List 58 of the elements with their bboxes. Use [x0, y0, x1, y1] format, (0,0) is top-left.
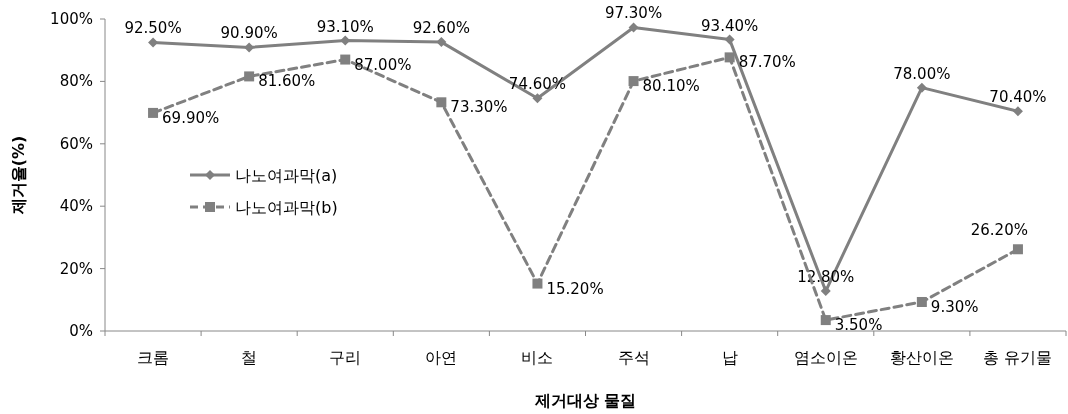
data-label: 73.30% — [450, 98, 508, 117]
data-label: 9.30% — [930, 297, 979, 316]
data-label: 69.90% — [162, 108, 220, 127]
data-label: 90.90% — [220, 24, 278, 43]
data-label: 87.00% — [354, 55, 412, 74]
point — [628, 22, 639, 33]
data-label: 80.10% — [642, 77, 700, 96]
point — [1012, 106, 1023, 117]
x-tick-label: 비소 — [521, 348, 554, 367]
point — [724, 52, 735, 63]
point — [916, 82, 927, 93]
data-label: 26.20% — [970, 221, 1028, 240]
y-tick-label: 60% — [59, 134, 93, 153]
data-label: 97.30% — [604, 4, 663, 23]
data-label: 78.00% — [893, 64, 951, 83]
y-tick-label: 20% — [59, 259, 93, 278]
point — [628, 76, 639, 87]
point — [532, 278, 543, 289]
x-tick-label: 철 — [241, 348, 258, 367]
x-tick-label: 주석 — [617, 348, 650, 367]
point — [148, 107, 159, 118]
point — [244, 71, 255, 82]
legend-label: 나노여과막(a) — [235, 166, 338, 185]
data-label: 92.60% — [412, 19, 470, 38]
point — [532, 93, 543, 104]
x-tick-label: 총 유기물 — [983, 348, 1053, 367]
x-tick-label: 납 — [721, 348, 738, 367]
y-tick-label: 0% — [69, 322, 93, 340]
x-axis-title: 제거대상 물질 — [533, 391, 637, 410]
data-label: 93.40% — [701, 16, 759, 35]
point — [820, 315, 831, 326]
point — [1012, 244, 1023, 255]
data-label: 92.50% — [124, 19, 182, 38]
point — [436, 37, 447, 48]
y-tick-label: 80% — [59, 72, 93, 91]
data-label: 15.20% — [546, 279, 604, 298]
data-label: 81.60% — [258, 72, 316, 91]
data-label: 3.50% — [834, 316, 883, 335]
x-tick-label: 아연 — [425, 348, 458, 367]
data-label: 74.60% — [508, 75, 567, 94]
x-tick-label: 구리 — [329, 348, 362, 367]
legend-label: 나노여과막(b) — [235, 198, 338, 217]
data-label: 12.80% — [797, 268, 855, 287]
point — [916, 296, 927, 307]
point — [724, 34, 735, 45]
x-tick-label: 염소이온 — [793, 348, 858, 367]
x-tick-label: 황산이온 — [889, 348, 954, 367]
data-label: 93.10% — [316, 17, 374, 36]
data-label: 70.40% — [989, 88, 1047, 107]
point — [436, 97, 447, 108]
y-axis-title: 제거율(%) — [9, 135, 28, 216]
y-tick-label: 40% — [59, 197, 93, 216]
point — [340, 54, 351, 65]
data-label: 87.70% — [738, 53, 796, 72]
point — [244, 42, 255, 53]
point — [820, 286, 831, 297]
x-tick-label: 크롬 — [137, 348, 170, 367]
y-tick-label: 100% — [50, 10, 93, 28]
